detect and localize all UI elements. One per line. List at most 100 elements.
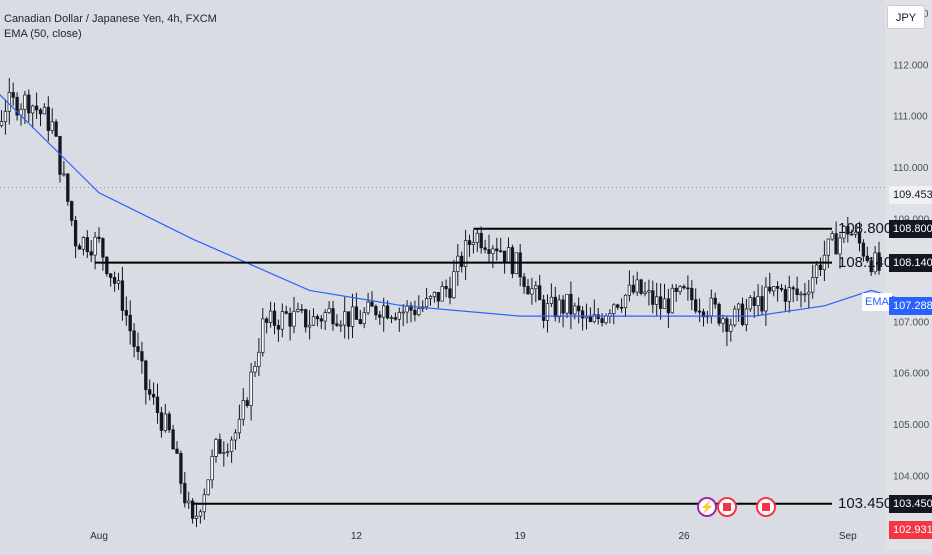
candle: [136, 332, 140, 360]
currency-button[interactable]: JPY: [887, 5, 925, 29]
candle: [148, 379, 152, 401]
canada-flag-icon[interactable]: [756, 497, 776, 517]
candle: [280, 303, 284, 338]
price-tag: 108.800: [889, 219, 932, 238]
candle: [3, 99, 8, 135]
candle: [346, 311, 351, 340]
candle: [506, 237, 511, 263]
candle: [421, 300, 425, 313]
candle: [510, 244, 515, 279]
candle: [167, 411, 171, 433]
x-tick-label: Aug: [90, 531, 108, 542]
candle: [85, 230, 89, 259]
candle: [713, 292, 717, 309]
candle: [140, 341, 144, 374]
price-scale[interactable]: [885, 0, 932, 550]
candle: [600, 313, 604, 327]
candle: [853, 224, 858, 238]
candle: [253, 360, 257, 377]
candle: [538, 274, 542, 301]
candle: [483, 239, 487, 254]
candle: [760, 285, 764, 316]
candle: [97, 227, 101, 243]
candle: [206, 479, 210, 496]
lightning-bolt-icon[interactable]: ⚡: [697, 497, 717, 517]
candle: [764, 277, 768, 326]
y-tick-label: 104.000: [893, 471, 930, 482]
candle: [557, 294, 561, 323]
candle: [249, 362, 253, 421]
candle: [304, 308, 308, 333]
candle: [647, 279, 651, 306]
candle: [179, 450, 183, 494]
candle: [323, 309, 327, 331]
candle: [159, 406, 164, 438]
candle: [397, 307, 401, 332]
candle: [561, 295, 565, 328]
candle: [682, 284, 686, 290]
candle: [643, 281, 647, 297]
candle: [319, 315, 323, 330]
candle: [744, 299, 749, 332]
candle: [565, 293, 569, 319]
candle: [795, 276, 799, 302]
candle: [393, 312, 398, 321]
candle: [77, 243, 82, 250]
candle: [401, 304, 405, 327]
price-tag: 108.140: [889, 253, 932, 272]
y-tick-label: 105.000: [893, 420, 930, 431]
candle: [226, 443, 230, 457]
candle: [171, 424, 175, 450]
candle: [163, 403, 167, 433]
candle: [210, 449, 214, 489]
candle: [175, 441, 179, 454]
candle: [50, 108, 54, 135]
candle: [151, 382, 156, 405]
candle: [311, 308, 316, 327]
candle: [34, 92, 39, 119]
candle: [752, 291, 756, 318]
candle: [635, 271, 639, 296]
candle: [580, 306, 585, 331]
symbol-title: Canadian Dollar / Japanese Yen, 4h, FXCM: [4, 13, 217, 25]
candle: [296, 302, 300, 313]
candle: [573, 302, 577, 320]
candle: [717, 302, 721, 326]
candle: [740, 297, 745, 327]
candle: [674, 283, 678, 302]
x-tick-label: 26: [678, 531, 690, 542]
candle: [522, 272, 526, 294]
candle: [475, 227, 479, 253]
candle: [424, 287, 429, 310]
chart-legend: Canadian Dollar / Japanese Yen, 4h, FXCM…: [4, 12, 217, 42]
canada-flag-icon[interactable]: [717, 497, 737, 517]
candle: [331, 301, 335, 331]
candle: [128, 300, 132, 345]
candle: [857, 221, 862, 252]
candle: [651, 280, 655, 314]
candle: [432, 291, 437, 303]
candle: [775, 281, 780, 302]
candle: [245, 397, 249, 408]
candle: [23, 90, 27, 125]
candle: [616, 303, 620, 310]
candle: [588, 307, 593, 323]
candle: [214, 437, 218, 463]
candle: [627, 270, 632, 302]
candle: [452, 259, 456, 299]
candle: [292, 297, 296, 334]
candle: [428, 294, 433, 306]
candle: [233, 429, 238, 450]
candle: [865, 246, 869, 263]
candle: [265, 316, 269, 334]
candle: [73, 215, 78, 259]
time-scale[interactable]: [0, 522, 885, 550]
y-tick-label: 106.000: [893, 369, 930, 380]
candle: [456, 243, 460, 286]
candle: [779, 283, 784, 292]
candle: [822, 240, 827, 282]
y-tick-label: 107.000: [893, 317, 930, 328]
candle: [307, 310, 312, 340]
